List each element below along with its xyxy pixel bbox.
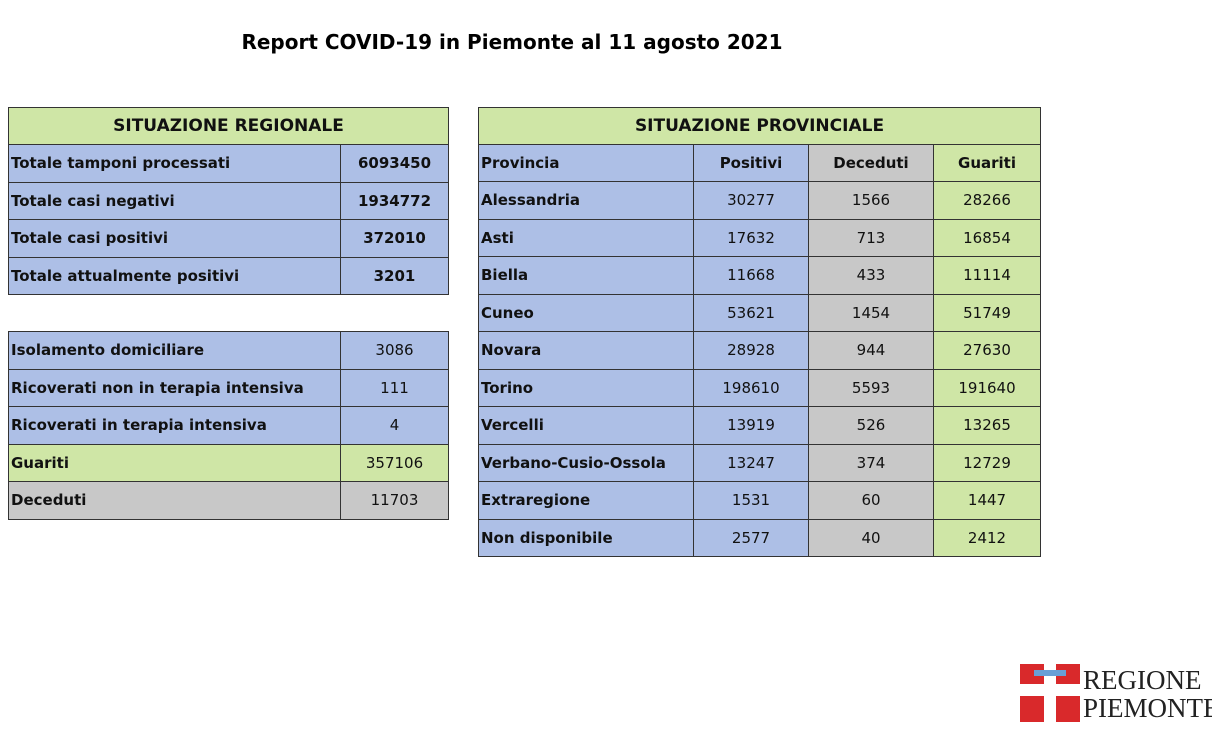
row-value: 1531 xyxy=(693,481,809,520)
row-value: 713 xyxy=(808,218,934,257)
row-value: 11114 xyxy=(933,256,1041,295)
row-value: 357106 xyxy=(340,443,449,482)
row-value: 372010 xyxy=(340,219,449,258)
row-value: 3201 xyxy=(340,256,449,295)
row-value: 11668 xyxy=(693,256,809,295)
row-label: Guariti xyxy=(8,443,341,482)
row-value: 5593 xyxy=(808,368,934,407)
row-label: Verbano-Cusio-Ossola xyxy=(478,443,694,482)
row-value: 2577 xyxy=(693,518,809,557)
column-header: Guariti xyxy=(933,144,1041,183)
row-value: 3086 xyxy=(340,331,449,370)
row-value: 30277 xyxy=(693,181,809,220)
row-value: 198610 xyxy=(693,368,809,407)
row-label: Totale casi positivi xyxy=(8,219,341,258)
row-label: Deceduti xyxy=(8,481,341,520)
row-value: 13919 xyxy=(693,406,809,445)
row-value: 53621 xyxy=(693,293,809,332)
row-value: 944 xyxy=(808,331,934,370)
logo-line: REGIONE xyxy=(1083,665,1202,695)
row-value: 1454 xyxy=(808,293,934,332)
row-value: 526 xyxy=(808,406,934,445)
row-value: 13247 xyxy=(693,443,809,482)
row-value: 51749 xyxy=(933,293,1041,332)
column-header: Deceduti xyxy=(808,144,934,183)
row-label: Asti xyxy=(478,218,694,257)
row-label: Alessandria xyxy=(478,181,694,220)
row-value: 433 xyxy=(808,256,934,295)
row-value: 40 xyxy=(808,518,934,557)
row-value: 28266 xyxy=(933,181,1041,220)
row-value: 4 xyxy=(340,406,449,445)
row-value: 1447 xyxy=(933,481,1041,520)
row-value: 2412 xyxy=(933,518,1041,557)
row-label: Vercelli xyxy=(478,406,694,445)
row-value: 191640 xyxy=(933,368,1041,407)
row-value: 6093450 xyxy=(340,144,449,183)
row-label: Totale casi negativi xyxy=(8,181,341,220)
row-value: 12729 xyxy=(933,443,1041,482)
row-value: 27630 xyxy=(933,331,1041,370)
row-value: 111 xyxy=(340,368,449,407)
row-label: Totale tamponi processati xyxy=(8,144,341,183)
row-value: 1566 xyxy=(808,181,934,220)
row-label: Cuneo xyxy=(478,293,694,332)
row-value: 60 xyxy=(808,481,934,520)
row-label: Novara xyxy=(478,331,694,370)
column-header: Positivi xyxy=(693,144,809,183)
report-title: Report COVID-19 in Piemonte al 11 agosto… xyxy=(241,30,783,54)
table-header: SITUAZIONE REGIONALE xyxy=(8,107,449,145)
row-label: Non disponibile xyxy=(478,518,694,557)
row-value: 13265 xyxy=(933,406,1041,445)
row-label: Extraregione xyxy=(478,481,694,520)
logo-line: PIEMONTE xyxy=(1083,693,1212,723)
table-header: SITUAZIONE PROVINCIALE xyxy=(478,107,1041,145)
row-label: Torino xyxy=(478,368,694,407)
row-value: 1934772 xyxy=(340,181,449,220)
row-value: 374 xyxy=(808,443,934,482)
row-value: 28928 xyxy=(693,331,809,370)
column-header: Provincia xyxy=(478,144,694,183)
row-label: Ricoverati non in terapia intensiva xyxy=(8,368,341,407)
row-label: Biella xyxy=(478,256,694,295)
row-value: 17632 xyxy=(693,218,809,257)
row-value: 11703 xyxy=(340,481,449,520)
row-label: Totale attualmente positivi xyxy=(8,256,341,295)
row-value: 16854 xyxy=(933,218,1041,257)
row-label: Ricoverati in terapia intensiva xyxy=(8,406,341,445)
row-label: Isolamento domiciliare xyxy=(8,331,341,370)
logo-emblem xyxy=(1020,664,1080,722)
